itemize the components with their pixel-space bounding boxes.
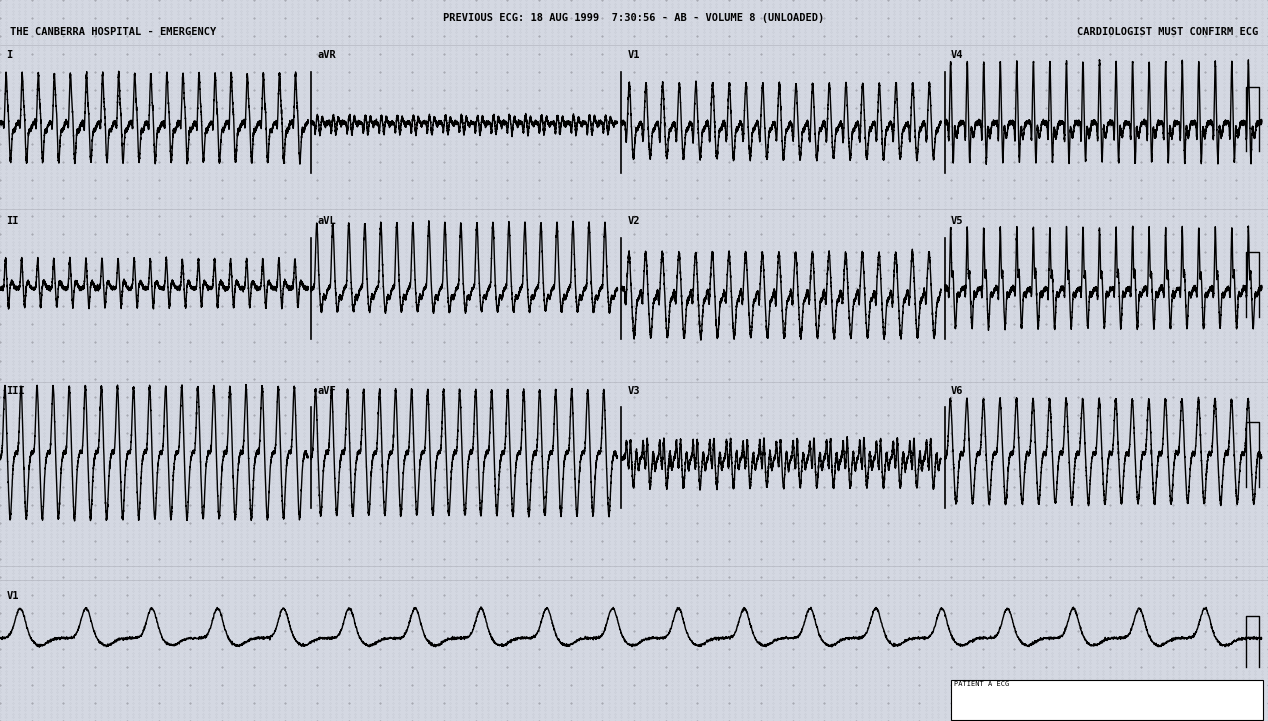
Text: CARDIOLOGIST MUST CONFIRM ECG: CARDIOLOGIST MUST CONFIRM ECG <box>1077 27 1258 37</box>
Text: I: I <box>6 50 13 61</box>
Text: aVR: aVR <box>317 50 336 61</box>
Text: V3: V3 <box>628 386 640 396</box>
Text: V2: V2 <box>628 216 640 226</box>
Text: V4: V4 <box>951 50 964 61</box>
Text: aVF: aVF <box>317 386 336 396</box>
Text: V6: V6 <box>951 386 964 396</box>
Text: V1: V1 <box>6 591 19 601</box>
Text: THE CANBERRA HOSPITAL - EMERGENCY: THE CANBERRA HOSPITAL - EMERGENCY <box>10 27 217 37</box>
Text: V1: V1 <box>628 50 640 61</box>
Text: aVL: aVL <box>317 216 336 226</box>
Text: V5: V5 <box>951 216 964 226</box>
Text: III: III <box>6 386 25 396</box>
Text: PREVIOUS ECG: 18 AUG 1999  7:30:56 - AB - VOLUME 8 (UNLOADED): PREVIOUS ECG: 18 AUG 1999 7:30:56 - AB -… <box>444 13 824 23</box>
Text: PATIENT A ECG: PATIENT A ECG <box>954 681 1009 687</box>
FancyBboxPatch shape <box>951 680 1263 720</box>
Text: II: II <box>6 216 19 226</box>
